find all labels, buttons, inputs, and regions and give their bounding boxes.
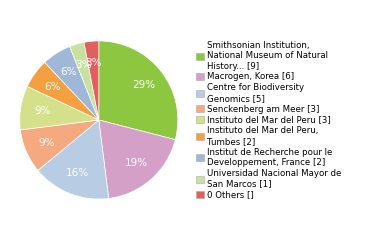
Text: 3%: 3% — [75, 60, 91, 70]
Text: 9%: 9% — [34, 106, 51, 116]
Wedge shape — [99, 120, 175, 198]
Legend: Smithsonian Institution,
National Museum of Natural
History... [9], Macrogen, Ko: Smithsonian Institution, National Museum… — [194, 39, 343, 201]
Text: 16%: 16% — [66, 168, 89, 178]
Text: 6%: 6% — [44, 82, 61, 91]
Text: 29%: 29% — [132, 80, 155, 90]
Text: 19%: 19% — [125, 158, 148, 168]
Text: 3%: 3% — [85, 58, 102, 68]
Wedge shape — [45, 47, 99, 120]
Wedge shape — [20, 86, 99, 130]
Text: 9%: 9% — [38, 138, 55, 148]
Text: 6%: 6% — [60, 67, 76, 77]
Wedge shape — [99, 41, 178, 140]
Wedge shape — [21, 120, 99, 170]
Wedge shape — [27, 62, 99, 120]
Wedge shape — [70, 42, 99, 120]
Wedge shape — [38, 120, 109, 199]
Wedge shape — [84, 41, 99, 120]
